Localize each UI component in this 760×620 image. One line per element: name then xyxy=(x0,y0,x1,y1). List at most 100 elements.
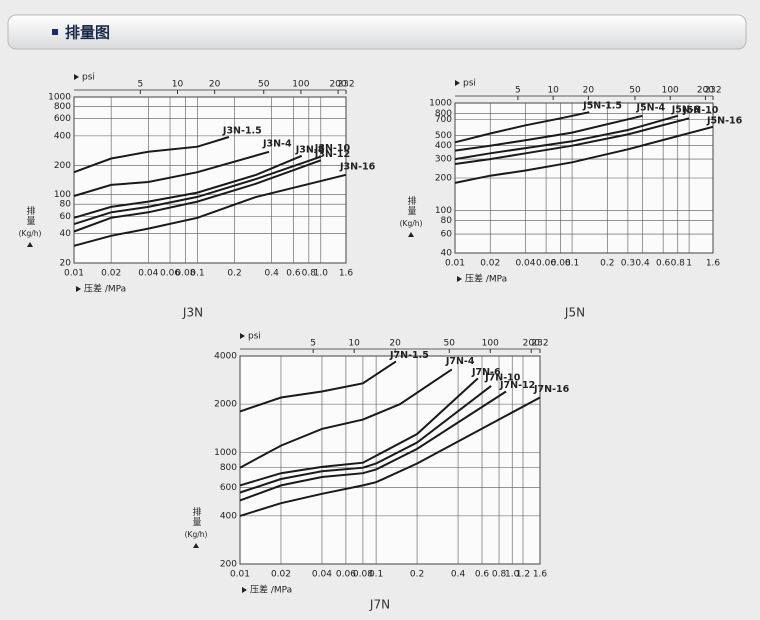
x-tick-label: 1.0 xyxy=(505,570,520,580)
curve-label: J3N-4 xyxy=(262,138,292,149)
y-axis-unit: (Kg/h) xyxy=(185,530,208,539)
x-tick-label: 0.3 xyxy=(621,259,635,269)
curve-label: J3N-16 xyxy=(339,161,376,172)
x-tick-label: 0.08 xyxy=(551,259,571,269)
x-axis-label: 压差 /MPa xyxy=(465,273,507,285)
curve xyxy=(454,117,690,165)
x-tick-label: 0.1 xyxy=(565,259,579,269)
y-tick-label: 400 xyxy=(220,511,237,521)
x-arrow xyxy=(242,587,247,593)
x-tick-label: 0.06 xyxy=(160,269,180,279)
x-tick-label: 0.4 xyxy=(451,570,466,580)
x-tick-label: 1 xyxy=(686,259,692,269)
y-tick-label: 100 xyxy=(435,206,452,216)
curve xyxy=(239,390,507,502)
x-tick-label: 0.2 xyxy=(410,570,424,580)
x2-tick-label: 20 xyxy=(389,339,401,349)
x2-tick-label: 5 xyxy=(137,80,143,90)
chart-caption: J3N xyxy=(182,306,203,320)
curve-label: J5N-1.5 xyxy=(582,101,622,112)
x-axis-label: 压差 /MPa xyxy=(250,584,292,596)
curve-label: J7N-12 xyxy=(499,380,535,391)
x2-tick-label: 50 xyxy=(258,80,270,90)
x2-tick-label: 100 xyxy=(292,80,309,90)
x2-tick-label: 50 xyxy=(444,339,456,349)
y-tick-label: 80 xyxy=(441,216,453,226)
y-axis-unit: (Kg/h) xyxy=(400,219,423,228)
plot-area xyxy=(239,355,541,565)
x-tick-label: 1.6 xyxy=(533,570,548,580)
y-tick-label: 1000 xyxy=(48,93,71,103)
y-tick-label: 4000 xyxy=(214,352,237,362)
x-tick-label: 0.8 xyxy=(492,570,507,580)
x-tick-label: 0.1 xyxy=(190,269,204,279)
curve xyxy=(239,385,492,494)
x-tick-label: 0.2 xyxy=(600,259,614,269)
x-tick-label: 0.6 xyxy=(656,259,671,269)
y-tick-label: 200 xyxy=(54,161,71,171)
x-tick-label: 1.6 xyxy=(706,259,721,269)
curve xyxy=(239,368,453,469)
curve-label: J3N-8 xyxy=(295,144,325,155)
y-axis-label: 排量 xyxy=(25,205,36,226)
x2-tick-label: 200 xyxy=(697,86,714,96)
x2-axis-label: psi xyxy=(463,79,476,89)
curve xyxy=(454,125,714,184)
x-tick-label: 0.02 xyxy=(271,570,291,580)
curve-label: J5N-10 xyxy=(682,105,719,116)
x-tick-label: 0.01 xyxy=(64,269,84,279)
x2-tick-label: 232 xyxy=(531,339,548,349)
x2-tick-label: 232 xyxy=(704,86,721,96)
y-tick-label: 100 xyxy=(54,190,71,200)
x2-tick-label: 100 xyxy=(662,86,679,96)
y-tick-label: 400 xyxy=(54,131,71,141)
x2-axis-label: psi xyxy=(248,332,261,342)
y-tick-label: 60 xyxy=(441,230,453,240)
x-tick-label: 1.6 xyxy=(339,269,354,279)
y-arrow xyxy=(408,232,414,237)
x2-tick-label: 10 xyxy=(348,339,360,349)
x2-arrow xyxy=(455,80,460,86)
x2-tick-label: 50 xyxy=(629,86,641,96)
curve-label: J3N-10 xyxy=(314,143,351,154)
x2-tick-label: 5 xyxy=(515,86,521,96)
curve-label: J3N-12 xyxy=(314,149,350,160)
y-tick-label: 800 xyxy=(54,102,71,112)
x-tick-label: 0.2 xyxy=(227,269,241,279)
y-tick-label: 800 xyxy=(435,109,452,119)
curve xyxy=(454,111,590,144)
x-tick-label: 1.2 xyxy=(516,570,530,580)
x-tick-label: 0.1 xyxy=(369,570,383,580)
x-tick-label: 0.6 xyxy=(475,570,490,580)
y-tick-label: 80 xyxy=(60,200,72,210)
curve xyxy=(73,155,322,226)
x2-tick-label: 20 xyxy=(209,80,221,90)
x-tick-label: 0.01 xyxy=(445,259,465,269)
curve xyxy=(454,114,679,161)
curve-label: J7N-16 xyxy=(533,384,570,395)
x-tick-label: 0.01 xyxy=(230,570,250,580)
x-tick-label: 0.06 xyxy=(336,570,356,580)
x-tick-label: 0.04 xyxy=(515,259,535,269)
curve-label: J5N-16 xyxy=(706,115,743,126)
header-title: 排量图 xyxy=(65,24,110,42)
x-tick-label: 0.08 xyxy=(353,570,373,580)
curve xyxy=(239,377,479,487)
x-tick-label: 0.8 xyxy=(671,259,686,269)
curve xyxy=(73,150,270,197)
y-tick-label: 2000 xyxy=(214,400,237,410)
y-arrow xyxy=(193,543,199,548)
y-tick-label: 1000 xyxy=(429,99,452,109)
x-tick-label: 0.6 xyxy=(286,269,301,279)
x2-axis-label: psi xyxy=(82,73,95,83)
x-tick-label: 0.4 xyxy=(265,269,280,279)
y-tick-label: 700 xyxy=(435,115,452,125)
curve xyxy=(73,136,230,174)
x-arrow xyxy=(457,276,462,282)
y-tick-label: 600 xyxy=(220,483,237,493)
y-tick-label: 60 xyxy=(60,212,72,222)
x2-tick-label: 10 xyxy=(547,86,559,96)
y-arrow xyxy=(27,242,33,247)
y-tick-label: 200 xyxy=(435,174,452,184)
x-tick-label: 0.04 xyxy=(138,269,158,279)
